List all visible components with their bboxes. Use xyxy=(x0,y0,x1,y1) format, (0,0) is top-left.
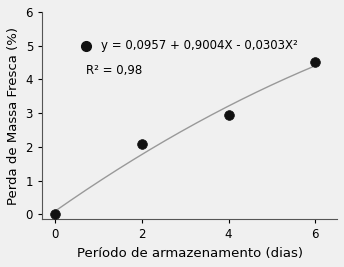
Point xyxy=(84,44,89,48)
Y-axis label: Perda de Massa Fresca (%): Perda de Massa Fresca (%) xyxy=(7,27,20,205)
Text: R² = 0,98: R² = 0,98 xyxy=(86,65,142,77)
Point xyxy=(313,60,318,64)
X-axis label: Período de armazenamento (dias): Período de armazenamento (dias) xyxy=(77,247,302,260)
Text: y = 0,0957 + 0,9004X - 0,0303X²: y = 0,0957 + 0,9004X - 0,0303X² xyxy=(100,39,297,52)
Point xyxy=(139,142,144,146)
Point xyxy=(226,113,232,117)
Point xyxy=(52,212,58,217)
